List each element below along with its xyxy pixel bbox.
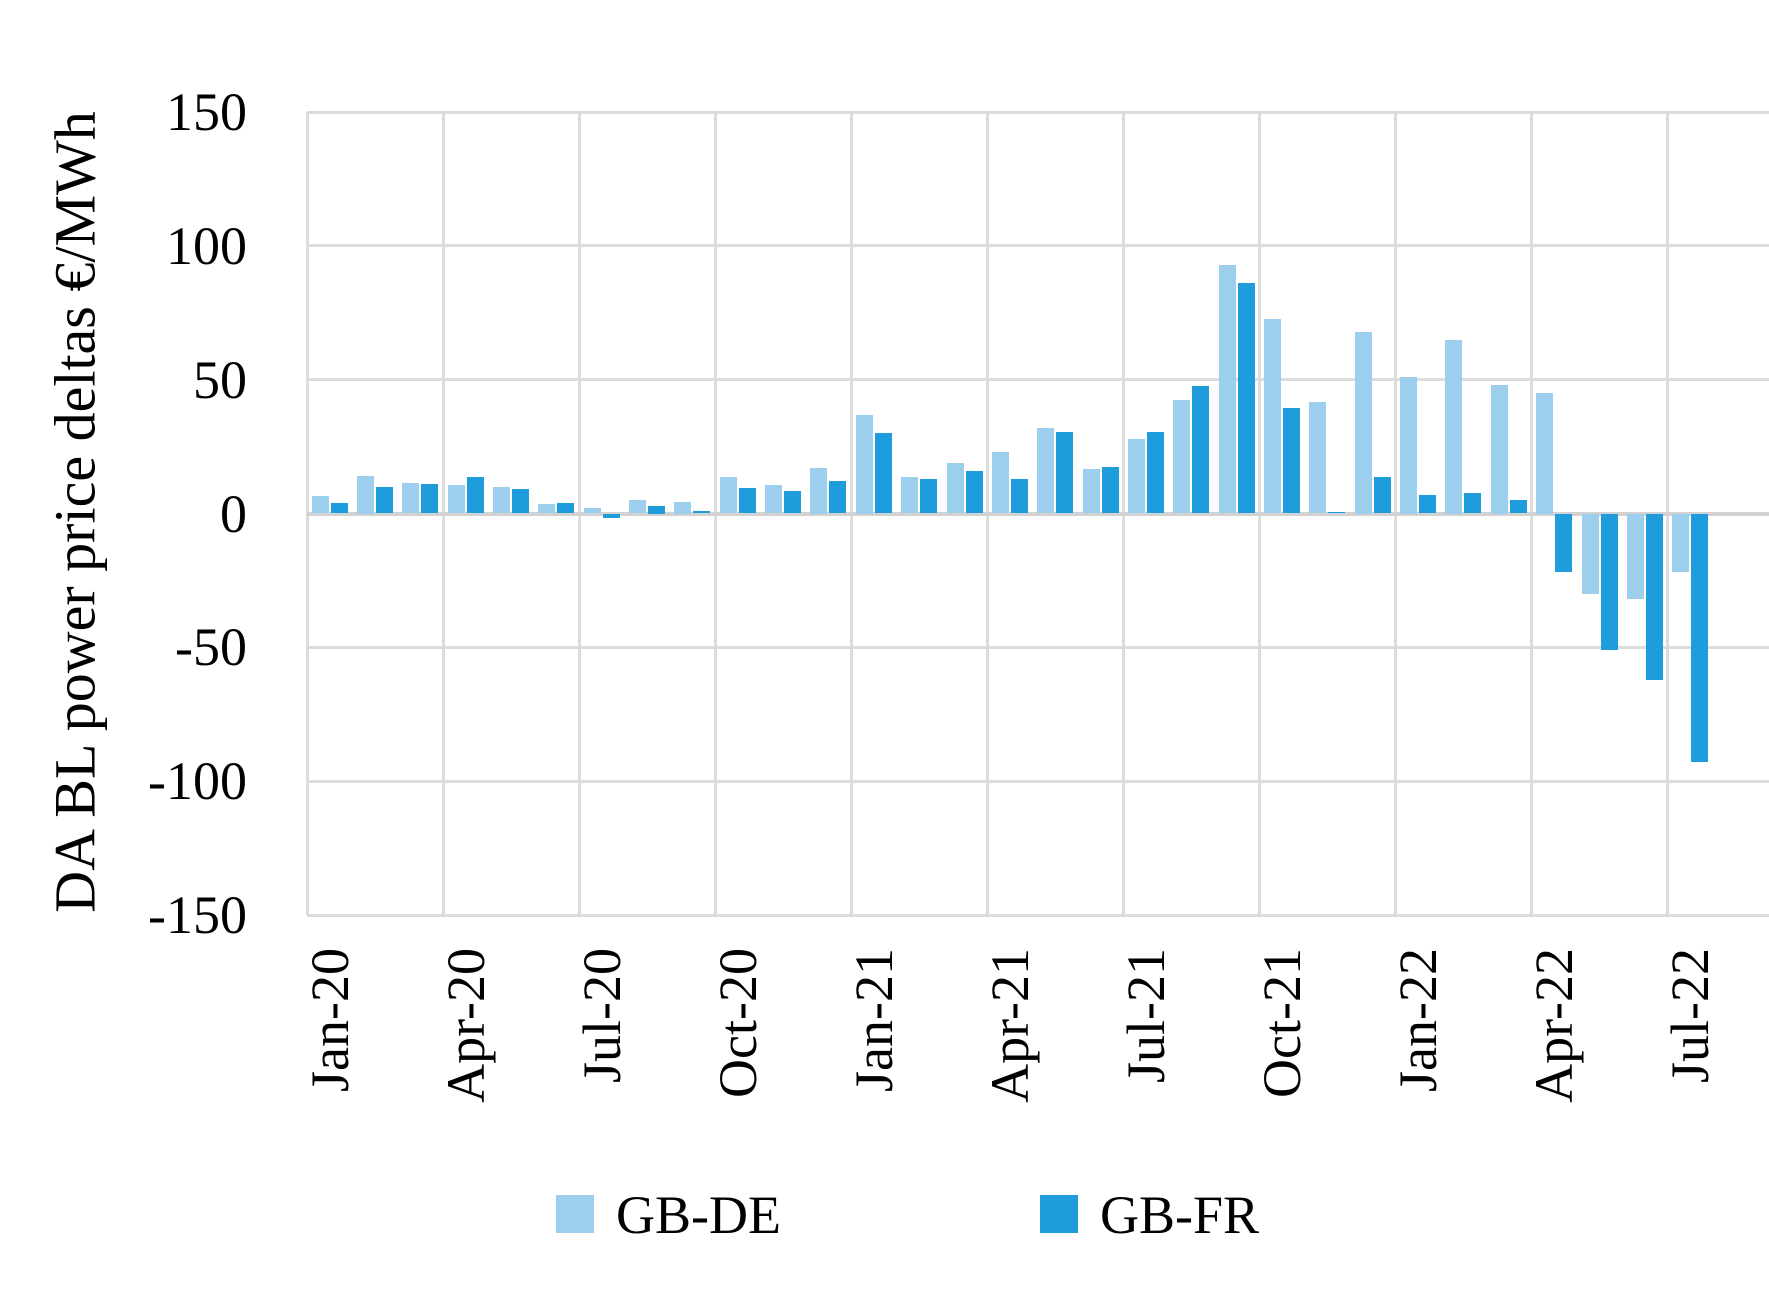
x-tick-label: Apr-22	[1524, 948, 1585, 1103]
bar-gb-de-feb-21	[901, 477, 919, 514]
bar-gb-de-aug-21	[1173, 399, 1191, 514]
bar-gb-de-jan-22	[1400, 377, 1418, 514]
bar-gb-de-apr-20	[447, 485, 465, 514]
bar-gb-de-oct-21	[1264, 319, 1281, 514]
legend-swatch-gb-de	[556, 1195, 594, 1233]
x-tick-label: Jul-22	[1660, 948, 1721, 1083]
bar-gb-fr-dec-20	[829, 481, 847, 514]
bar-gb-de-feb-22	[1445, 339, 1463, 514]
bar-gb-de-jun-22	[1626, 513, 1644, 600]
bar-gb-fr-mar-22	[1509, 500, 1527, 514]
bar-gb-de-sep-21	[1218, 264, 1236, 514]
bar-gb-fr-jan-22	[1419, 494, 1437, 514]
x-tick-label: Jul-20	[571, 948, 632, 1083]
bar-gb-de-apr-21	[991, 451, 1009, 514]
bar-gb-de-nov-21	[1309, 402, 1327, 514]
x-tick-label: Jul-21	[1116, 948, 1177, 1083]
bar-gb-de-dec-20	[810, 468, 828, 514]
bar-gb-de-nov-20	[765, 485, 783, 514]
bar-gb-fr-oct-21	[1283, 407, 1300, 514]
bar-gb-fr-jul-21	[1146, 431, 1164, 514]
bar-gb-fr-jul-20	[602, 513, 620, 518]
horizontal-gridline	[307, 110, 1769, 114]
bar-gb-de-jun-21	[1082, 469, 1100, 514]
bar-gb-fr-aug-20	[648, 505, 665, 514]
x-tick-label: Oct-20	[707, 948, 768, 1098]
bar-gb-fr-may-21	[1056, 431, 1074, 514]
x-tick-label: Jan-22	[1388, 948, 1449, 1092]
bar-gb-fr-nov-20	[784, 490, 802, 514]
horizontal-gridline	[307, 645, 1769, 649]
bar-gb-de-jul-22	[1672, 513, 1690, 573]
legend-swatch-gb-fr	[1040, 1195, 1078, 1233]
bar-gb-fr-nov-21	[1328, 512, 1346, 514]
bar-gb-fr-jan-20	[330, 502, 348, 514]
bar-gb-fr-jul-22	[1691, 513, 1709, 763]
bar-gb-de-jan-20	[311, 496, 329, 514]
y-tick-label: 0	[220, 483, 247, 544]
x-tick-label: Jan-20	[299, 948, 360, 1092]
bar-gb-fr-oct-20	[738, 488, 756, 514]
y-tick-label: 50	[193, 349, 247, 410]
bar-gb-fr-apr-22	[1555, 513, 1573, 573]
y-tick-label: 150	[166, 82, 247, 142]
bar-gb-de-may-21	[1037, 427, 1055, 514]
bar-gb-fr-sep-21	[1237, 283, 1255, 514]
bar-gb-fr-may-22	[1600, 513, 1618, 650]
bar-gb-fr-may-20	[511, 489, 529, 514]
bar-gb-de-jul-20	[583, 508, 601, 514]
bar-gb-de-jan-21	[855, 414, 873, 514]
horizontal-gridline	[307, 913, 1769, 917]
bar-gb-fr-mar-21	[965, 470, 983, 514]
x-tick-label: Jan-21	[844, 948, 904, 1092]
legend-label-gb-de: GB-DE	[616, 1185, 781, 1245]
bar-gb-de-mar-21	[946, 462, 964, 514]
bar-gb-fr-apr-21	[1010, 478, 1028, 514]
bar-gb-de-aug-20	[629, 500, 646, 514]
y-tick-label: -150	[148, 885, 247, 945]
bar-gb-fr-jun-22	[1645, 513, 1663, 680]
y-tick-label: -100	[148, 751, 247, 812]
horizontal-gridline	[307, 779, 1769, 783]
bar-gb-de-may-20	[492, 486, 510, 514]
bar-gb-de-jul-21	[1127, 438, 1145, 514]
bar-gb-fr-feb-21	[920, 478, 938, 514]
bar-gb-fr-mar-20	[421, 484, 439, 514]
horizontal-gridline	[307, 244, 1769, 248]
bar-gb-de-mar-20	[402, 482, 420, 514]
bar-gb-fr-aug-21	[1192, 386, 1210, 514]
bar-gb-de-may-22	[1581, 513, 1599, 594]
bar-gb-fr-jun-21	[1101, 466, 1119, 514]
bar-gb-fr-apr-20	[466, 477, 484, 514]
bar-gb-fr-feb-20	[375, 486, 393, 514]
bar-gb-de-apr-22	[1536, 393, 1554, 514]
legend-label-gb-fr: GB-FR	[1100, 1185, 1260, 1245]
bar-gb-de-mar-22	[1490, 385, 1508, 514]
x-tick-label: Apr-20	[435, 948, 496, 1103]
bar-gb-de-jun-20	[538, 504, 556, 514]
bar-gb-fr-jun-20	[557, 502, 575, 514]
bar-gb-fr-jan-21	[874, 433, 892, 514]
bar-gb-fr-dec-21	[1373, 477, 1391, 514]
horizontal-gridline	[307, 378, 1769, 382]
bar-gb-fr-sep-20	[693, 510, 711, 514]
bar-gb-de-dec-21	[1354, 331, 1372, 514]
bar-gb-de-oct-20	[719, 477, 737, 514]
bar-gb-de-sep-20	[674, 501, 692, 514]
x-tick-label: Oct-21	[1252, 948, 1313, 1098]
bar-gb-fr-feb-22	[1464, 493, 1482, 514]
y-tick-label: 100	[166, 215, 247, 276]
zero-axis-line	[307, 512, 1769, 516]
x-tick-label: Apr-21	[980, 948, 1040, 1103]
y-tick-label: -50	[175, 617, 247, 678]
bar-gb-de-feb-20	[356, 476, 374, 514]
